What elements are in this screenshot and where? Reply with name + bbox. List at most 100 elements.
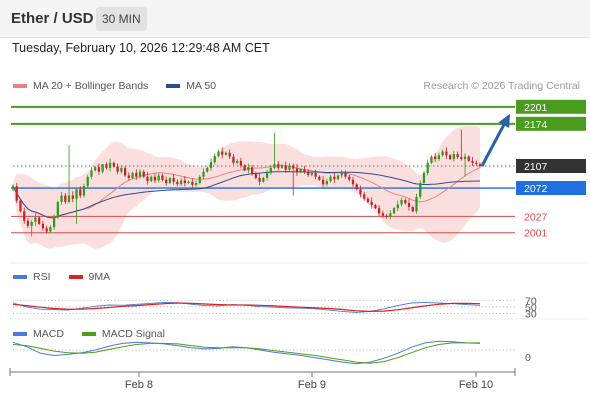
macd-series-0	[12, 340, 481, 365]
candle-body	[422, 172, 426, 183]
candle-body	[247, 167, 250, 171]
timeframe-button[interactable]: 30 MIN	[96, 7, 147, 31]
candle-body	[157, 175, 160, 181]
candle-body	[404, 200, 407, 204]
macd-series-1	[12, 342, 480, 364]
candle-body	[396, 204, 399, 209]
candle-body	[213, 155, 216, 163]
candle-body	[407, 203, 411, 207]
candle-body	[314, 172, 317, 177]
candle-body	[38, 217, 41, 224]
candle-body	[378, 208, 381, 214]
candle-body	[232, 156, 235, 163]
ma20-line	[12, 164, 481, 219]
candle-body	[217, 151, 220, 156]
candle-body	[292, 165, 295, 169]
candle-body	[161, 175, 164, 180]
level-label-2174: 2174	[524, 119, 548, 131]
candle-body	[34, 217, 37, 223]
candle-body	[351, 179, 355, 185]
candle-body	[23, 211, 26, 221]
candle-body	[269, 167, 272, 173]
candle-body	[415, 196, 418, 212]
level-tag-2107	[516, 159, 586, 173]
candle-body	[277, 164, 280, 168]
level-label-2107: 2107	[524, 161, 548, 173]
candle-body	[299, 169, 302, 173]
candle-body	[265, 172, 269, 178]
candle-body	[344, 172, 347, 177]
candle-body	[463, 156, 467, 160]
candle-body	[41, 223, 45, 229]
candle-body	[250, 167, 254, 174]
candle-body	[11, 186, 15, 190]
timestamp: Tuesday, February 10, 2026 12:29:48 AM C…	[12, 41, 270, 55]
candle-body	[176, 181, 179, 185]
level-tag-2072	[516, 181, 586, 196]
ma50-line	[12, 171, 481, 219]
candle-body	[340, 172, 343, 176]
candle-body	[75, 189, 78, 199]
candle-body	[336, 175, 340, 180]
candle-body	[71, 195, 74, 199]
candle-body	[452, 154, 455, 160]
candle-body	[471, 160, 474, 163]
candle-body	[56, 201, 59, 218]
candle-body	[79, 189, 82, 196]
candle-body	[116, 166, 119, 172]
candle-body	[437, 155, 441, 160]
chart-header: Ether / USD 30 MIN	[0, 0, 590, 38]
rsi-ma-swatch	[68, 275, 83, 279]
candle-body	[15, 186, 18, 201]
candle-body	[307, 171, 310, 175]
candle-body	[359, 189, 362, 195]
candle-body	[467, 156, 470, 161]
candle-body	[460, 157, 463, 160]
candle-body	[45, 228, 48, 232]
candle-body	[389, 213, 392, 217]
candle-body	[194, 183, 198, 185]
rsi-tick-50: 50	[525, 302, 537, 314]
candle-body	[239, 160, 243, 166]
candle-body	[49, 227, 52, 232]
candle-body	[52, 217, 56, 228]
rsi-ma-legend-label: 9MA	[88, 271, 111, 283]
candle-body	[82, 186, 86, 196]
candle-body	[142, 171, 145, 177]
candle-body	[448, 155, 452, 160]
candle-body	[131, 172, 134, 178]
candle-body	[101, 164, 104, 172]
candle-body	[273, 164, 276, 168]
macd-swatch	[13, 332, 27, 336]
candle-body	[94, 167, 97, 171]
candle-body	[434, 156, 437, 160]
candle-body	[135, 172, 138, 177]
candle-body	[187, 181, 190, 183]
macd-tick-0: 0	[525, 352, 531, 364]
candle-body	[400, 200, 403, 205]
candle-body	[348, 176, 351, 180]
candle-body	[146, 176, 149, 182]
candle-body	[303, 169, 306, 172]
level-tag-2201	[516, 99, 586, 114]
level-label-2201: 2201	[524, 102, 548, 114]
candle-body	[295, 168, 299, 173]
candle-body	[165, 179, 168, 183]
candle-body	[224, 152, 228, 155]
rsi-legend: RSI 9MA	[13, 270, 128, 284]
forecast-arrow	[480, 120, 508, 167]
rsi-legend-label: RSI	[33, 271, 51, 283]
candle-body	[221, 151, 224, 155]
candle-body	[280, 165, 284, 168]
level-label-2072: 2072	[524, 183, 548, 195]
candle-body	[153, 176, 157, 181]
candle-body	[243, 165, 246, 171]
level-label-2001: 2001	[524, 228, 548, 240]
candle-body	[441, 151, 444, 156]
candle-body	[183, 180, 186, 183]
candle-body	[67, 195, 71, 202]
candle-body	[374, 205, 377, 209]
candle-body	[370, 201, 373, 206]
candle-body	[310, 172, 314, 175]
